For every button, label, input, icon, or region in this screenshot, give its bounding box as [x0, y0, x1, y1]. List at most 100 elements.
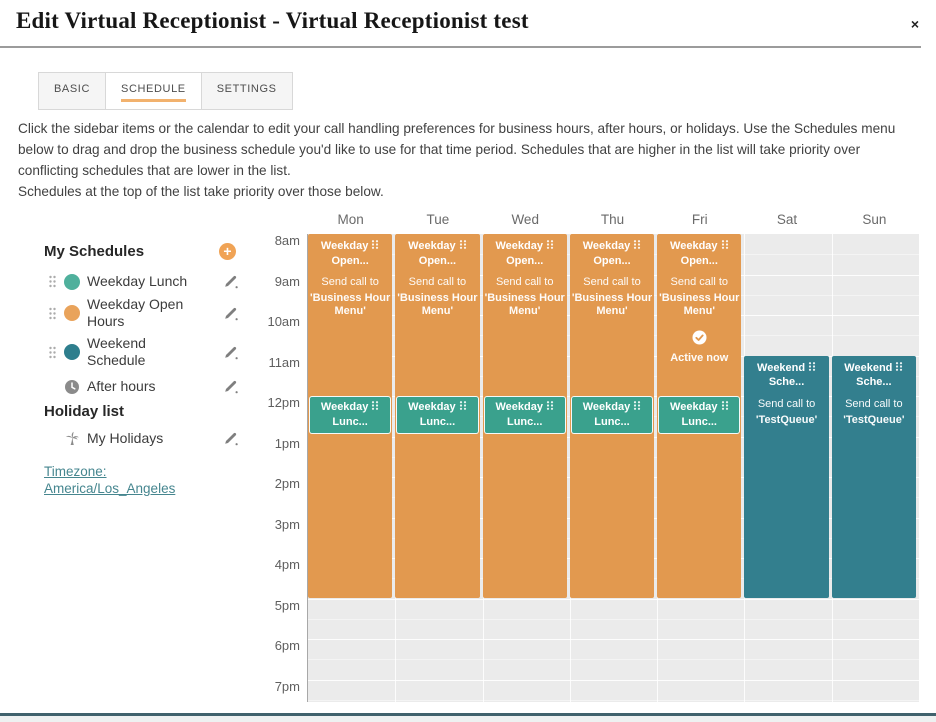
event-title-line2: Open...: [331, 254, 369, 267]
event-title-line2: Open...: [418, 254, 457, 267]
event-weekday-lunch-tue[interactable]: Weekday Lunc...: [396, 396, 479, 434]
event-title-text: Weekend: [757, 361, 806, 374]
event-title-text: Weekday: [408, 240, 456, 252]
clock-icon: [64, 379, 80, 395]
half-hour-gridline: [308, 699, 919, 701]
edit-pencil-icon[interactable]: [223, 345, 238, 360]
time-label-3pm: 3pm: [274, 516, 300, 532]
event-weekday-lunch-wed[interactable]: Weekday Lunc...: [483, 396, 566, 434]
drag-handle-icon[interactable]: [48, 307, 57, 320]
drag-handle-icon[interactable]: [48, 275, 57, 288]
time-label-1pm: 1pm: [274, 435, 300, 451]
event-body-line: 'Business Hour Menu': [484, 292, 565, 317]
event-title-line2: Lunc...: [419, 415, 456, 428]
bottom-page-edge: [0, 713, 936, 716]
event-title: Weekday: [657, 239, 741, 255]
day-header-wed: Wed: [511, 212, 539, 227]
event-body-line: 'Business Hour Menu': [310, 292, 391, 317]
hour-gridline: [308, 598, 919, 600]
sidebar-item-my-holidays[interactable]: My Holidays: [44, 430, 240, 447]
drag-dots-icon: [459, 240, 467, 253]
drag-dots-icon: [808, 361, 816, 375]
page-title: Edit Virtual Receptionist - Virtual Rece…: [16, 8, 529, 33]
my-schedules-title: My Schedules: [44, 242, 145, 260]
timezone-label: Timezone:: [44, 464, 107, 479]
event-weekend-schedule-sat[interactable]: Weekend Sche... Send call to 'TestQueue': [744, 355, 829, 598]
time-label-12pm: 12pm: [267, 395, 300, 410]
sidebar-item-weekday-lunch[interactable]: Weekday Lunch: [44, 273, 240, 290]
dialog-titlebar: Edit Virtual Receptionist - Virtual Rece…: [16, 8, 896, 34]
half-hour-gridline: [308, 659, 919, 661]
time-label-8am: 8am: [274, 233, 300, 248]
time-label-7pm: 7pm: [274, 678, 300, 694]
tab-schedule[interactable]: SCHEDULE: [105, 72, 202, 110]
add-schedule-button[interactable]: +: [219, 242, 236, 260]
timezone-link[interactable]: Timezone: America/Los_Angeles: [44, 463, 240, 497]
edit-pencil-icon[interactable]: [223, 379, 238, 394]
event-body-line: Send call to: [321, 276, 379, 288]
drag-dots-icon: [546, 401, 554, 414]
drag-dots-icon: [546, 240, 554, 253]
sidebar-item-weekend-schedule[interactable]: Weekend Schedule: [44, 335, 240, 369]
tab-bar: BASIC SCHEDULE SETTINGS: [38, 72, 293, 110]
time-label-11am: 11am: [268, 354, 300, 370]
bottom-page-fill: [0, 716, 936, 722]
event-weekday-lunch-fri[interactable]: Weekday Lunc...: [658, 396, 741, 434]
day-header-sun: Sun: [862, 212, 887, 227]
event-title-text: Weekday: [495, 240, 543, 252]
instructions-text: Click the sidebar items or the calendar …: [18, 121, 896, 178]
time-label-2pm: 2pm: [274, 476, 300, 491]
sidebar-item-after-hours[interactable]: After hours: [44, 378, 240, 395]
day-header-mon: Mon: [337, 212, 364, 227]
event-title: Weekday: [483, 239, 567, 255]
palm-tree-icon: [64, 431, 80, 447]
schedule-color-dot: [64, 344, 80, 360]
event-body-line: Send call to: [757, 397, 816, 410]
event-body-line: 'Business Hour Menu': [571, 292, 653, 317]
edit-pencil-icon[interactable]: [223, 274, 238, 289]
event-body: Send call to 'TestQueue': [832, 398, 916, 427]
event-weekend-schedule-sun[interactable]: Weekend Sche... Send call to 'TestQueue': [831, 355, 916, 598]
edit-pencil-icon[interactable]: [223, 306, 238, 321]
event-body: Send call to 'Business Hour Menu': [395, 276, 479, 318]
event-title-line2: Lunc...: [681, 415, 717, 428]
event-body-line: Send call to: [408, 276, 467, 288]
schedule-name: Weekday Lunch: [87, 273, 188, 289]
event-body-line: Send call to: [583, 276, 641, 288]
tab-label: SETTINGS: [216, 83, 277, 95]
time-label-4pm: 4pm: [274, 557, 300, 572]
priority-note-text: Schedules at the top of the list take pr…: [18, 184, 384, 199]
timezone-value: America/Los_Angeles: [44, 481, 176, 496]
time-label-5pm: 5pm: [274, 597, 300, 613]
close-icon[interactable]: ×: [910, 16, 919, 32]
event-title-line2: Sche...: [856, 376, 892, 388]
event-body-line: 'Business Hour Menu': [659, 292, 740, 317]
event-title-line2: Sche...: [768, 376, 805, 388]
tab-settings[interactable]: SETTINGS: [200, 72, 293, 110]
sidebar-item-weekday-open-hours[interactable]: Weekday Open Hours: [44, 296, 240, 330]
event-weekday-lunch-thu[interactable]: Weekday Lunc...: [570, 396, 654, 434]
holiday-list-title: Holiday list: [44, 403, 125, 420]
day-header-sat: Sat: [776, 212, 798, 227]
tab-label: SCHEDULE: [121, 83, 186, 102]
edit-pencil-icon[interactable]: [223, 431, 238, 446]
event-title-line2: Open...: [593, 254, 631, 267]
schedule-color-dot: [64, 273, 80, 290]
event-weekday-lunch-mon[interactable]: Weekday Lunc...: [309, 396, 392, 434]
event-title: Weekday: [570, 239, 654, 255]
event-title-text: Weekday: [320, 401, 369, 413]
event-body: Send call to 'Business Hour Menu': [570, 276, 654, 318]
tab-label: BASIC: [54, 83, 91, 95]
drag-dots-icon: [633, 401, 641, 414]
drag-handle-icon[interactable]: [48, 346, 57, 359]
day-header-fri: Fri: [691, 212, 708, 227]
event-title: Weekday: [485, 400, 565, 416]
event-title: Weekday: [395, 239, 479, 255]
drag-dots-icon: [721, 240, 729, 253]
event-body: Send call to 'TestQueue': [744, 398, 828, 427]
event-title: Weekday: [659, 400, 739, 416]
event-title-line2: Open...: [506, 254, 544, 267]
drag-dots-icon: [895, 361, 903, 375]
tab-basic[interactable]: BASIC: [38, 72, 107, 110]
